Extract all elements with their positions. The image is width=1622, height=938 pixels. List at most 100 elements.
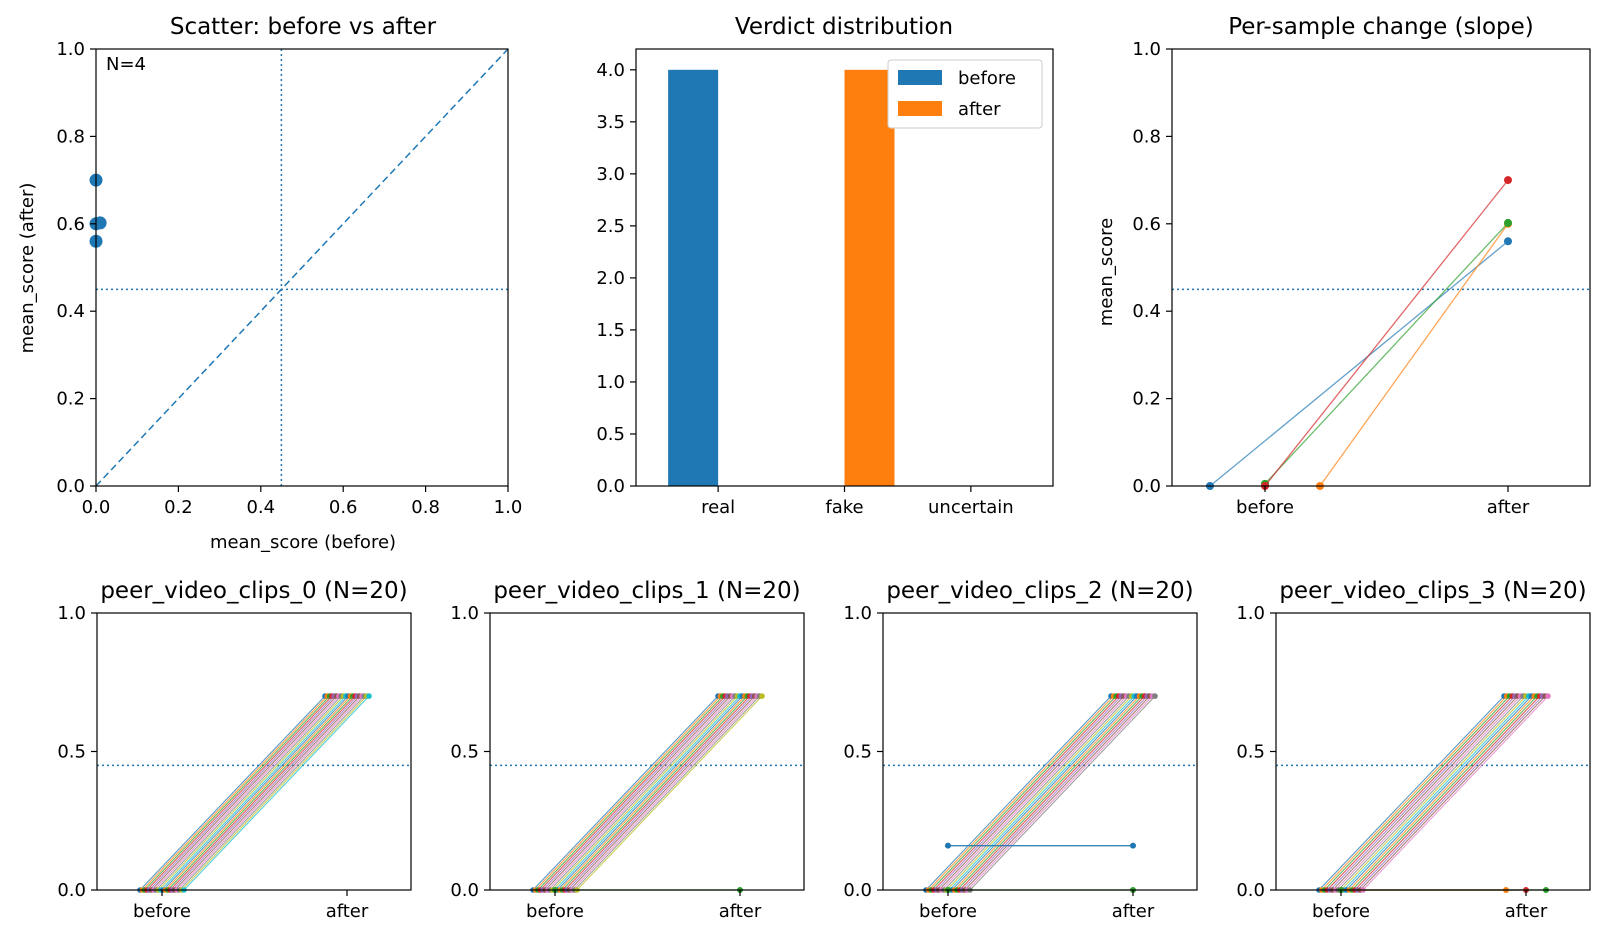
sample-line	[158, 695, 344, 891]
y-tick-label: 0.0	[450, 880, 479, 901]
y-tick-label: 3.5	[596, 112, 625, 133]
sample-line	[552, 695, 738, 891]
peer-axes-frame	[489, 612, 805, 891]
sample-line	[925, 695, 1112, 891]
y-tick-label: 1.0	[450, 603, 479, 624]
sample-line	[569, 695, 756, 891]
scatter-panel: Scatter: before vs after mean_score (bef…	[17, 14, 522, 553]
y-tick-label: 0.8	[56, 126, 85, 147]
sample-line	[176, 695, 363, 891]
sample-line	[183, 695, 370, 891]
y-tick-label: 0.5	[450, 742, 479, 763]
sample-line	[178, 695, 365, 891]
slope-point-after	[1504, 176, 1512, 185]
sample-line	[532, 695, 719, 891]
y-tick-label: 0.5	[596, 424, 625, 445]
y-tick-label: 0.0	[1236, 880, 1265, 901]
y-tick-label: 0.2	[56, 389, 85, 410]
diagonal-line	[95, 48, 509, 487]
x-tick-label: 0.4	[246, 497, 275, 518]
y-tick-label: 1.0	[1132, 39, 1161, 60]
sample-line	[574, 695, 760, 891]
sample-line	[561, 695, 748, 891]
sample-line	[564, 695, 751, 891]
sample-line	[1326, 695, 1513, 891]
x-tick-label: after	[719, 901, 762, 922]
x-tick-label: before	[526, 901, 584, 922]
category-label: fake	[825, 497, 863, 518]
sample-line	[941, 695, 1127, 891]
sample-line	[1354, 695, 1541, 891]
sample-line	[165, 695, 351, 891]
sample-line	[943, 695, 1130, 891]
sample-line	[146, 695, 333, 891]
sample-line	[151, 695, 337, 891]
legend-label-before: before	[958, 68, 1016, 89]
y-tick-label: 0.0	[596, 476, 625, 497]
sample-line	[576, 695, 763, 891]
y-tick-label: 1.0	[57, 603, 86, 624]
scatter-title: Scatter: before vs after	[170, 14, 437, 40]
y-tick-label: 0.4	[56, 301, 85, 322]
bar-before-real	[668, 69, 719, 487]
sample-line	[1335, 695, 1521, 891]
peer-panel-0: peer_video_clips_0 (N=20) before after 0.0…	[57, 578, 412, 922]
slope-line	[1264, 222, 1509, 485]
verdict-title: Verdict distribution	[735, 14, 953, 40]
slope-axes-frame	[1171, 48, 1591, 487]
sample-line	[1337, 695, 1524, 891]
sample-point-after	[759, 693, 765, 699]
slope-point-after	[1504, 218, 1512, 227]
peer-panel-2: peer_video_clips_2 (N=20) before after 0.0…	[843, 578, 1198, 922]
sample-line	[933, 695, 1120, 891]
sample-line	[535, 695, 721, 891]
sample-line	[571, 695, 758, 891]
sample-point-after	[1152, 693, 1158, 699]
y-tick-label: 3.0	[596, 164, 625, 185]
sample-line	[160, 695, 347, 891]
peer-axes-frame	[882, 612, 1198, 891]
sample-line	[566, 695, 753, 891]
y-tick-label: 0.0	[57, 880, 86, 901]
sample-line	[557, 695, 743, 891]
scatter-axes-frame	[95, 48, 509, 487]
sample-line	[542, 695, 729, 891]
sample-line	[951, 695, 1138, 891]
sample-line	[169, 695, 356, 891]
sample-line	[544, 695, 731, 891]
sample-line	[959, 695, 1146, 891]
peer-axes-frame	[96, 612, 412, 891]
sample-line	[1332, 695, 1519, 891]
sample-point-after	[366, 693, 372, 699]
y-tick-label: 0.2	[1132, 389, 1161, 410]
x-tick-label: 0.8	[411, 497, 440, 518]
sample-line	[537, 695, 724, 891]
legend-swatch-before	[898, 70, 942, 85]
peer-panel-3: peer_video_clips_3 (N=20) before after 0.0…	[1236, 578, 1591, 922]
sample-line	[1324, 695, 1510, 891]
sample-line	[1348, 695, 1535, 891]
peer-0-title: peer_video_clips_0 (N=20)	[100, 578, 407, 604]
y-tick-label: 4.0	[596, 60, 625, 81]
sample-line	[172, 695, 358, 891]
sample-line	[174, 695, 361, 891]
peer-axes-frame	[1275, 612, 1591, 891]
y-tick-label: 0.4	[1132, 301, 1161, 322]
slope-line	[1264, 179, 1509, 487]
y-tick-label: 0.6	[1132, 214, 1161, 235]
sample-line	[964, 695, 1151, 891]
y-tick-label: 2.0	[596, 268, 625, 289]
slope-line	[1209, 240, 1509, 487]
sample-line	[141, 695, 328, 891]
legend-label-after: after	[958, 99, 1001, 120]
sample-line	[1329, 695, 1516, 891]
y-tick-label: 1.0	[843, 603, 872, 624]
category-label: real	[701, 497, 735, 518]
slope-ylabel: mean_score	[1096, 218, 1117, 326]
sample-line	[961, 695, 1148, 891]
sample-line	[1318, 695, 1505, 891]
sample-line	[930, 695, 1117, 891]
sample-line	[946, 695, 1133, 891]
scatter-point	[93, 216, 107, 230]
